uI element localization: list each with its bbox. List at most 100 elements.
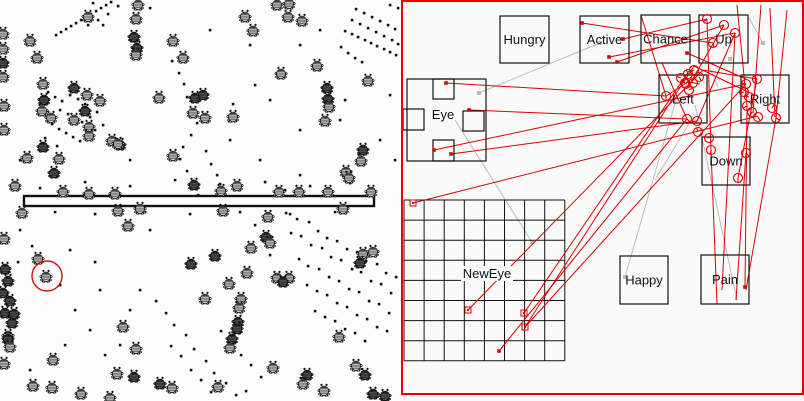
food-dot (364, 259, 368, 263)
food-dot (259, 375, 263, 379)
neuron-tick (712, 42, 715, 48)
neweye-label-backing (461, 266, 513, 281)
node-chance-box[interactable] (640, 14, 691, 64)
food-dot (367, 299, 371, 303)
inactive-synapse-endpoint (728, 57, 732, 61)
food-dot (396, 6, 400, 10)
active-connection-line (702, 69, 758, 80)
food-dot (384, 271, 388, 275)
food-dot (94, 9, 98, 13)
food-dot (189, 133, 193, 137)
food-dot (350, 267, 354, 271)
food-dot (339, 258, 343, 262)
food-dot (204, 359, 208, 363)
neuron-circle (752, 111, 764, 123)
food-dot (298, 43, 302, 47)
food-dot (335, 239, 339, 243)
food-dot (53, 210, 57, 214)
food-dot (148, 228, 152, 232)
food-dot (101, 23, 105, 27)
neuron-tick (744, 94, 750, 98)
food-dot (88, 328, 92, 332)
food-dot (38, 186, 42, 190)
food-dot (313, 309, 317, 313)
food-dot (387, 311, 391, 315)
food-dot (172, 323, 176, 327)
neuron-circle (701, 13, 713, 25)
food-dot (268, 98, 272, 102)
food-dot (53, 95, 57, 99)
food-dot (103, 353, 107, 357)
eye-sub-box (462, 110, 485, 132)
node-right-box[interactable] (740, 74, 790, 124)
neuron-tick (771, 103, 775, 109)
synapse-endpoint-filled (467, 108, 471, 112)
food-dot (93, 128, 97, 132)
food-dot (95, 110, 99, 114)
food-dot (58, 108, 62, 112)
food-dot (323, 315, 327, 319)
food-dot (297, 257, 301, 261)
food-dot (30, 244, 34, 248)
node-pain-label: Pain (712, 272, 738, 287)
neuron-tick (709, 149, 712, 155)
food-dot (57, 127, 61, 131)
food-dot (345, 247, 349, 251)
food-dot (346, 51, 350, 55)
food-dot (355, 250, 359, 254)
food-dot (76, 97, 80, 101)
food-dot (308, 184, 312, 188)
node-down-box[interactable] (701, 136, 751, 186)
inactive-connection-line (748, 17, 764, 44)
neuron-tick (704, 135, 710, 139)
food-dot (128, 158, 132, 162)
node-left-box[interactable] (658, 74, 708, 124)
food-dot (378, 138, 382, 142)
food-dot (393, 27, 397, 31)
food-dot (204, 149, 208, 153)
inactive-synapse-endpoint (598, 41, 602, 45)
food-dot (69, 24, 73, 28)
node-pain-box[interactable] (700, 254, 750, 305)
inactive-synapse-endpoint (623, 275, 627, 279)
node-up-box[interactable] (698, 14, 749, 64)
food-dot (80, 120, 84, 124)
food-dot (231, 102, 235, 106)
inactive-synapse-endpoint (477, 91, 481, 95)
node-active-box[interactable] (579, 15, 630, 64)
food-dot (73, 308, 77, 312)
food-dot (375, 262, 379, 266)
food-dot (375, 325, 379, 329)
food-dot (116, 4, 120, 8)
node-up-label: Up (715, 32, 732, 47)
food-dot (192, 347, 196, 351)
food-dot (288, 212, 292, 216)
food-dot (355, 313, 359, 317)
node-right-label: Right (750, 92, 781, 107)
brain-network-panel[interactable]: Hungry Active Chance Up Left Right Down Happy Pa… (401, 0, 804, 401)
food-dot (93, 212, 97, 216)
food-dot (209, 390, 213, 394)
food-dot (188, 212, 192, 216)
food-dot (178, 157, 182, 161)
neuron-tick (721, 24, 725, 30)
node-eye-label: Eye (432, 107, 454, 122)
food-dot (209, 162, 213, 166)
food-dot (318, 28, 322, 32)
node-happy-box[interactable] (619, 255, 669, 305)
food-dot (333, 319, 337, 323)
food-dot (315, 289, 319, 293)
active-connection-line (524, 83, 747, 328)
node-hungry-box[interactable] (499, 15, 550, 64)
synapse-endpoint-filled (743, 285, 747, 289)
synapse-endpoint-dot (412, 202, 414, 204)
node-chance-label: Chance (643, 32, 688, 47)
food-dot (46, 90, 50, 94)
food-dot (343, 98, 347, 102)
world-panel[interactable] (0, 0, 401, 401)
inactive-synapse-endpoint (761, 41, 765, 45)
food-dot (189, 368, 193, 372)
neuron-circle (703, 132, 715, 144)
food-dot (164, 311, 168, 315)
